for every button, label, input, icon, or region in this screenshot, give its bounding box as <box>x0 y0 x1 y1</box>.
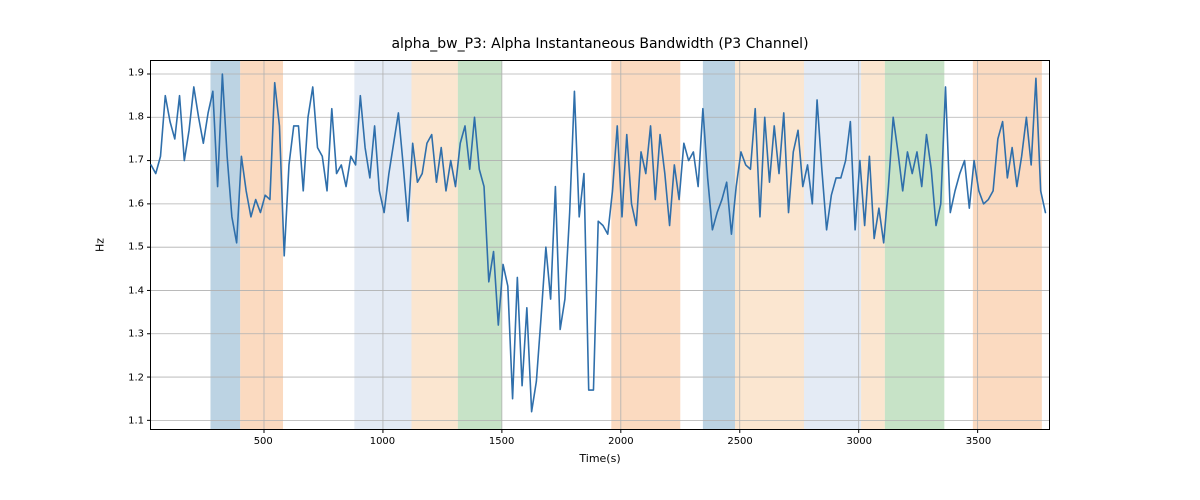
chart-title: alpha_bw_P3: Alpha Instantaneous Bandwid… <box>0 36 1200 52</box>
y-tick-label: 1.1 <box>118 416 144 427</box>
x-tick-label: 3000 <box>847 436 872 447</box>
y-tick-label: 1.9 <box>118 68 144 79</box>
plot-svg <box>151 61 1049 429</box>
y-tick-label: 1.3 <box>118 329 144 340</box>
y-tick-label: 1.8 <box>118 111 144 122</box>
plot-axes <box>150 60 1050 430</box>
x-tick-label: 1000 <box>370 436 395 447</box>
x-tick-label: 2500 <box>727 436 752 447</box>
y-tick-label: 1.7 <box>118 155 144 166</box>
x-tick-label: 1500 <box>489 436 514 447</box>
x-tick-label: 500 <box>254 436 273 447</box>
y-tick-label: 1.6 <box>118 198 144 209</box>
y-tick-label: 1.5 <box>118 242 144 253</box>
figure: alpha_bw_P3: Alpha Instantaneous Bandwid… <box>0 0 1200 500</box>
y-axis-label: Hz <box>94 238 107 252</box>
x-axis-label: Time(s) <box>579 452 620 465</box>
background-bands <box>210 61 1041 429</box>
y-tick-label: 1.4 <box>118 285 144 296</box>
y-tick-label: 1.2 <box>118 372 144 383</box>
x-tick-label: 2000 <box>608 436 633 447</box>
x-tick-label: 3500 <box>966 436 991 447</box>
